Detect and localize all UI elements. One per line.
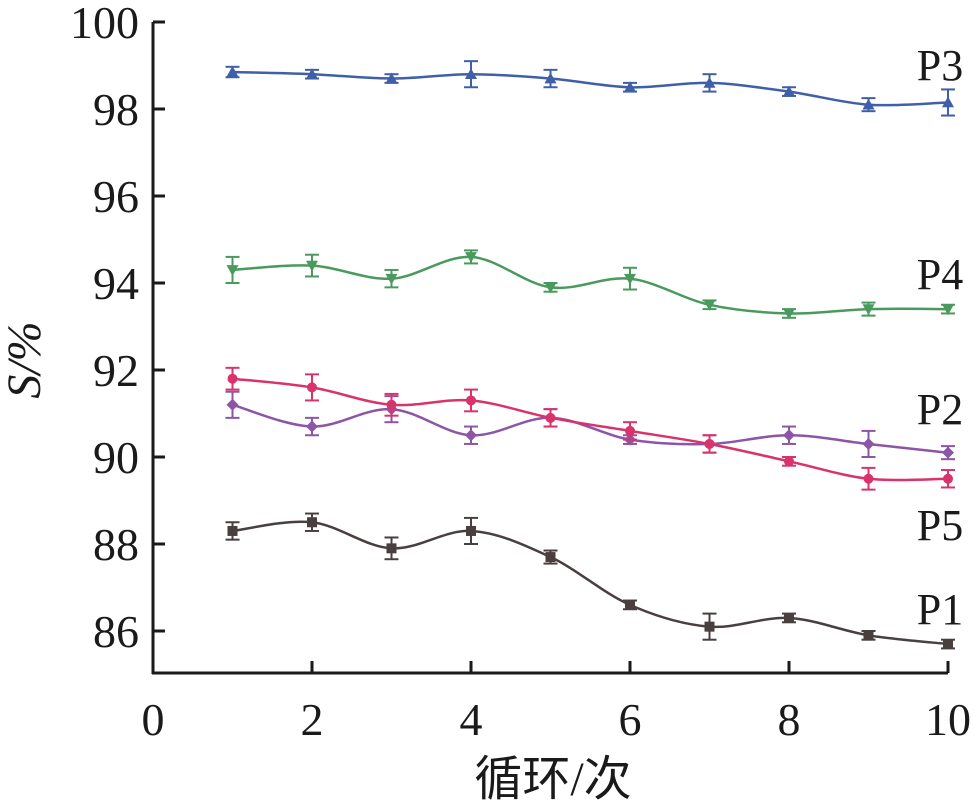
data-point: [703, 76, 716, 88]
y-tick-label: 94: [93, 258, 139, 309]
data-point: [307, 517, 317, 528]
y-tick-label: 100: [70, 0, 139, 48]
data-point: [227, 373, 238, 384]
data-point: [943, 639, 953, 650]
data-point: [942, 446, 954, 459]
data-point: [863, 630, 874, 641]
x-tick-label: 2: [301, 694, 324, 745]
y-tick-label: 88: [93, 519, 139, 570]
chart-axes: 0 2 4 6 8 10 86 88 90 92 94 96 98 100: [70, 0, 971, 745]
series-label-p2: P2: [917, 385, 963, 434]
series-labels: P3 P4 P2 P5 P1: [917, 41, 963, 634]
data-point: [625, 425, 635, 436]
y-tick-label: 96: [93, 171, 139, 222]
data-point: [306, 420, 318, 433]
y-tick-label: 90: [93, 432, 139, 483]
data-point: [863, 473, 874, 484]
data-point: [942, 96, 954, 108]
data-point: [307, 382, 317, 393]
data-point: [783, 308, 795, 320]
data-point: [226, 265, 239, 276]
series-label-p3: P3: [917, 41, 963, 90]
series-line-p5: [232, 377, 949, 482]
y-axis-title: S/%: [0, 321, 51, 398]
series-layer: [225, 60, 955, 650]
data-point: [465, 429, 477, 442]
data-point: [465, 252, 477, 263]
data-point: [386, 543, 397, 554]
data-point: [784, 456, 794, 467]
x-tick-label: 0: [142, 694, 165, 745]
data-point: [544, 282, 557, 294]
series-line-p4: [232, 255, 949, 315]
data-point: [943, 473, 953, 484]
data-point: [624, 81, 636, 93]
series-label-p5: P5: [917, 501, 963, 550]
series-p5: [225, 366, 955, 491]
data-point: [465, 68, 477, 79]
data-point: [942, 304, 954, 316]
y-tick-label: 98: [93, 84, 139, 135]
series-line-p2: [232, 403, 949, 454]
data-point: [862, 437, 875, 450]
x-tick-label: 4: [460, 694, 483, 745]
data-point: [783, 85, 795, 97]
data-point: [306, 68, 318, 79]
data-point: [704, 621, 715, 632]
x-tick-label: 10: [925, 694, 971, 745]
data-point: [862, 304, 875, 316]
data-point: [466, 525, 476, 536]
data-point: [703, 299, 716, 311]
data-point: [624, 273, 636, 285]
data-point: [704, 438, 715, 449]
series-p1: [225, 512, 955, 650]
data-point: [385, 72, 398, 84]
data-point: [545, 552, 556, 563]
series-label-p4: P4: [917, 250, 963, 299]
data-point: [545, 412, 556, 423]
series-p3: [225, 60, 955, 117]
series-p4: [225, 249, 955, 320]
data-point: [784, 612, 794, 623]
data-point: [226, 66, 239, 77]
y-tick-label: 86: [93, 606, 139, 657]
data-point: [385, 273, 398, 285]
series-line-p1: [232, 520, 949, 646]
x-axis-title: 循环/次: [474, 753, 631, 806]
data-point: [226, 398, 239, 411]
x-tick-label: 6: [619, 694, 642, 745]
data-point: [466, 395, 476, 406]
data-point: [783, 429, 795, 442]
data-point: [862, 98, 875, 110]
data-point: [386, 399, 397, 410]
data-point: [306, 260, 318, 272]
data-point: [625, 599, 635, 610]
data-point: [544, 72, 557, 84]
y-tick-label: 92: [93, 345, 139, 396]
x-tick-label: 8: [778, 694, 801, 745]
series-label-p1: P1: [917, 585, 963, 634]
series-line-p3: [232, 70, 949, 107]
data-point: [227, 525, 238, 536]
